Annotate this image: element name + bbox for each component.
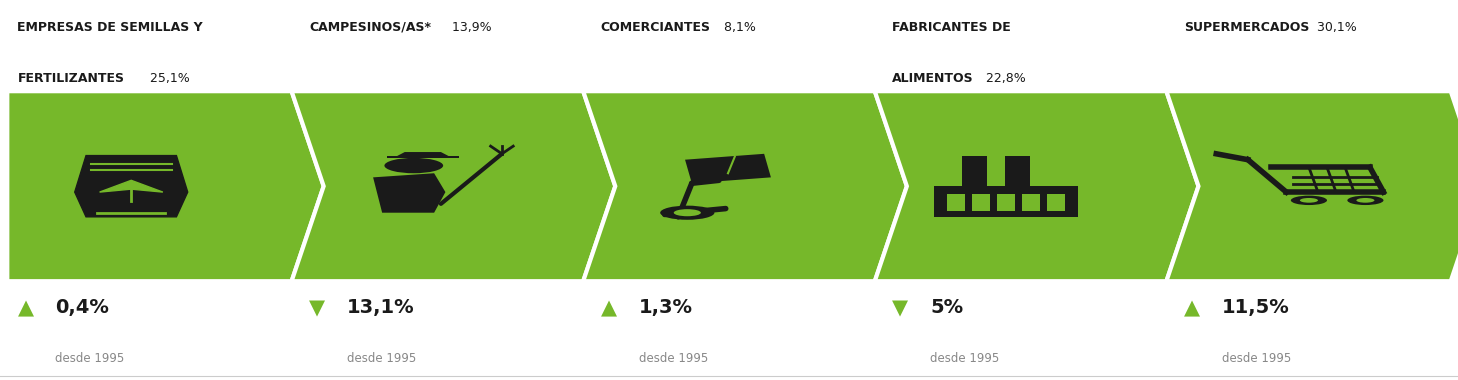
Text: 13,9%: 13,9% [448, 21, 491, 34]
Circle shape [1290, 196, 1327, 205]
Text: desde 1995: desde 1995 [1222, 352, 1290, 364]
Bar [1047, 195, 1064, 211]
Text: ALIMENTOS: ALIMENTOS [892, 72, 974, 85]
Polygon shape [99, 180, 163, 192]
Text: FABRICANTES DE: FABRICANTES DE [892, 21, 1010, 34]
Text: 8,1%: 8,1% [720, 21, 755, 34]
Circle shape [1301, 198, 1318, 203]
Text: ▼: ▼ [309, 298, 325, 318]
Circle shape [1347, 196, 1384, 205]
Circle shape [385, 158, 443, 173]
Polygon shape [685, 154, 771, 183]
Text: EMPRESAS DE SEMILLAS Y: EMPRESAS DE SEMILLAS Y [17, 21, 203, 34]
Bar [962, 155, 987, 186]
Text: ▲: ▲ [601, 298, 617, 318]
Text: 5%: 5% [930, 298, 964, 317]
Bar [972, 195, 990, 211]
Text: desde 1995: desde 1995 [347, 352, 416, 364]
Polygon shape [875, 91, 1198, 281]
Bar [386, 155, 459, 158]
Text: desde 1995: desde 1995 [55, 352, 124, 364]
Text: 22,8%: 22,8% [981, 72, 1025, 85]
Text: CAMPESINOS/AS*: CAMPESINOS/AS* [309, 21, 432, 34]
Text: ▲: ▲ [1184, 298, 1200, 318]
Polygon shape [583, 91, 907, 281]
Bar [1005, 155, 1029, 186]
Text: desde 1995: desde 1995 [639, 352, 707, 364]
Bar [933, 186, 1079, 217]
Text: desde 1995: desde 1995 [930, 352, 999, 364]
Polygon shape [1166, 91, 1458, 281]
Circle shape [660, 206, 714, 220]
Polygon shape [395, 152, 451, 157]
Text: 11,5%: 11,5% [1222, 298, 1289, 317]
Circle shape [674, 209, 701, 216]
Polygon shape [74, 155, 188, 217]
Text: 0,4%: 0,4% [55, 298, 109, 317]
Bar [1022, 195, 1040, 211]
Text: 1,3%: 1,3% [639, 298, 693, 317]
Text: ▼: ▼ [892, 298, 908, 318]
Bar [948, 195, 965, 211]
Polygon shape [7, 91, 324, 281]
Polygon shape [373, 173, 446, 213]
Text: FERTILIZANTES: FERTILIZANTES [17, 72, 124, 85]
Text: 25,1%: 25,1% [146, 72, 190, 85]
Text: COMERCIANTES: COMERCIANTES [601, 21, 710, 34]
Circle shape [1356, 198, 1375, 203]
Bar [997, 195, 1015, 211]
Polygon shape [292, 91, 615, 281]
Text: SUPERMERCADOS: SUPERMERCADOS [1184, 21, 1309, 34]
Text: 13,1%: 13,1% [347, 298, 414, 317]
Text: ▲: ▲ [17, 298, 34, 318]
Text: 30,1%: 30,1% [1312, 21, 1356, 34]
